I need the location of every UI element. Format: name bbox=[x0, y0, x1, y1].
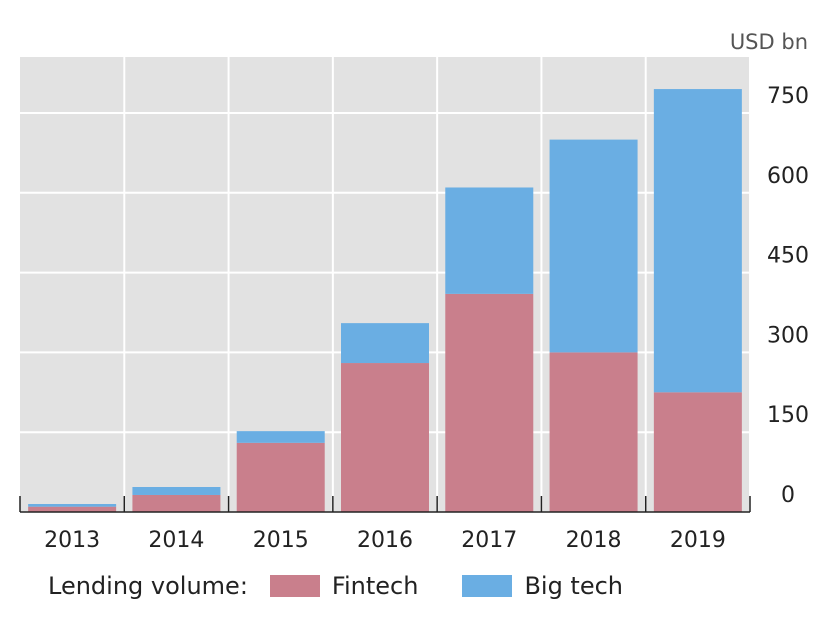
legend-swatch-big-tech bbox=[462, 575, 513, 597]
y-tick-label-450: 450 bbox=[767, 244, 809, 269]
y-tick-labels: 0 150 300 450 600 750 bbox=[767, 84, 809, 508]
y-tick-label-600: 600 bbox=[767, 164, 809, 189]
bar-big-tech-2017 bbox=[445, 187, 534, 294]
x-axis bbox=[19, 496, 751, 513]
legend: Lending volume: Fintech Big tech bbox=[48, 566, 623, 606]
bar-fintech-2013 bbox=[28, 506, 117, 512]
bar-fintech-2014 bbox=[132, 494, 221, 512]
x-tick-label-2019: 2019 bbox=[670, 528, 726, 553]
bar-fintech-2019 bbox=[653, 392, 742, 512]
bar-big-tech-2016 bbox=[341, 323, 429, 364]
x-tick-label-2017: 2017 bbox=[461, 528, 517, 553]
bar-fintech-2017 bbox=[445, 293, 534, 512]
bar-big-tech-2015 bbox=[236, 431, 325, 443]
bar-big-tech-2014 bbox=[132, 486, 221, 495]
y-tick-label-0: 0 bbox=[781, 483, 795, 508]
bars bbox=[28, 89, 742, 512]
x-tick-label-2013: 2013 bbox=[44, 528, 100, 553]
legend-label-fintech: Fintech bbox=[331, 572, 419, 600]
y-tick-label-750: 750 bbox=[767, 84, 809, 109]
x-tick-label-2014: 2014 bbox=[148, 528, 204, 553]
legend-label-big-tech: Big tech bbox=[524, 572, 624, 600]
y-tick-label-150: 150 bbox=[767, 403, 809, 428]
bar-fintech-2016 bbox=[341, 363, 429, 512]
bar-big-tech-2018 bbox=[549, 139, 638, 353]
unit-label: USD bn bbox=[730, 30, 808, 54]
bar-big-tech-2013 bbox=[28, 504, 117, 507]
bar-big-tech-2019 bbox=[653, 89, 742, 393]
legend-item-big-tech: Big tech bbox=[462, 572, 623, 600]
legend-title: Lending volume: bbox=[48, 572, 248, 600]
x-tick-label-2018: 2018 bbox=[566, 528, 622, 553]
x-tick-label-2016: 2016 bbox=[357, 528, 413, 553]
y-tick-label-300: 300 bbox=[767, 323, 809, 348]
bar-fintech-2018 bbox=[549, 352, 638, 512]
x-tick-labels: 2013 2014 2015 2016 2017 2018 2019 bbox=[44, 528, 726, 553]
bar-fintech-2015 bbox=[236, 442, 325, 512]
legend-item-fintech: Fintech bbox=[269, 572, 419, 600]
x-tick-label-2015: 2015 bbox=[253, 528, 309, 553]
legend-swatch-fintech bbox=[269, 575, 320, 597]
